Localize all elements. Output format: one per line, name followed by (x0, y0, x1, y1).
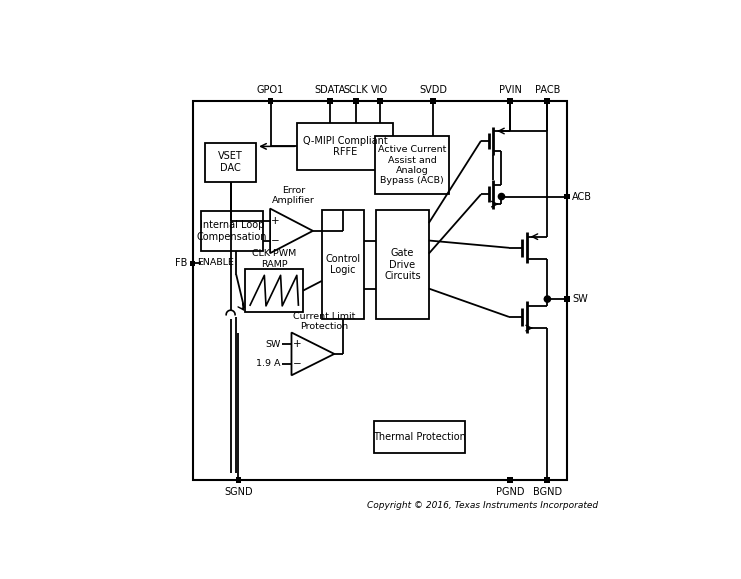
Circle shape (499, 193, 505, 200)
Text: SCLK: SCLK (344, 85, 368, 94)
Text: Active Current
Assist and
Analog
Bypass (ACB): Active Current Assist and Analog Bypass … (378, 145, 446, 185)
Text: 1.9 A: 1.9 A (256, 359, 280, 368)
Bar (431, 98, 436, 104)
Bar (236, 477, 242, 482)
Text: Q-MIPI Compliant
RFFE: Q-MIPI Compliant RFFE (303, 135, 388, 157)
Text: −: − (293, 358, 301, 369)
Text: FB: FB (175, 258, 187, 269)
Bar (564, 296, 570, 302)
Text: SW: SW (572, 294, 588, 304)
Text: Internal Loop
Compensation: Internal Loop Compensation (196, 220, 267, 241)
Text: Error
Amplifier: Error Amplifier (272, 185, 315, 205)
Bar (353, 98, 359, 104)
Text: ACB: ACB (572, 192, 592, 201)
Bar (193, 101, 567, 479)
Bar (545, 98, 551, 104)
Text: ENABLE: ENABLE (197, 258, 234, 266)
Text: Current Limit
Protection: Current Limit Protection (293, 312, 355, 331)
Text: Gate
Drive
Circuits: Gate Drive Circuits (384, 248, 421, 281)
Text: Copyright © 2016, Texas Instruments Incorporated: Copyright © 2016, Texas Instruments Inco… (367, 501, 598, 510)
Text: CLK PWM
RAMP: CLK PWM RAMP (252, 249, 296, 269)
Bar (327, 98, 333, 104)
Bar (545, 477, 551, 482)
Bar (377, 98, 382, 104)
Bar (245, 269, 303, 313)
Bar (508, 477, 514, 482)
Bar (376, 210, 429, 319)
Bar (374, 421, 465, 453)
Text: PVIN: PVIN (499, 85, 522, 94)
Circle shape (545, 296, 551, 302)
Text: SGND: SGND (224, 487, 253, 497)
Text: SW: SW (265, 340, 280, 349)
Text: SVDD: SVDD (419, 85, 448, 94)
Text: +: + (271, 216, 280, 226)
Bar (322, 210, 364, 319)
Bar (268, 98, 273, 104)
Bar (201, 211, 263, 251)
Text: +: + (293, 339, 301, 349)
Bar (190, 261, 196, 266)
Text: VIO: VIO (371, 85, 388, 94)
Bar (297, 123, 393, 170)
Bar (564, 193, 570, 199)
Bar (508, 98, 514, 104)
Text: Thermal Protection: Thermal Protection (373, 432, 466, 442)
Bar (205, 142, 256, 182)
Text: −: − (271, 236, 280, 246)
Bar (375, 137, 449, 195)
Text: Control
Logic: Control Logic (325, 254, 361, 276)
Text: BGND: BGND (533, 487, 562, 497)
Text: PGND: PGND (496, 487, 525, 497)
Text: VSET
DAC: VSET DAC (219, 152, 243, 173)
Text: PACB: PACB (535, 85, 560, 94)
Text: GPO1: GPO1 (257, 85, 284, 94)
Text: SDATA: SDATA (314, 85, 345, 94)
